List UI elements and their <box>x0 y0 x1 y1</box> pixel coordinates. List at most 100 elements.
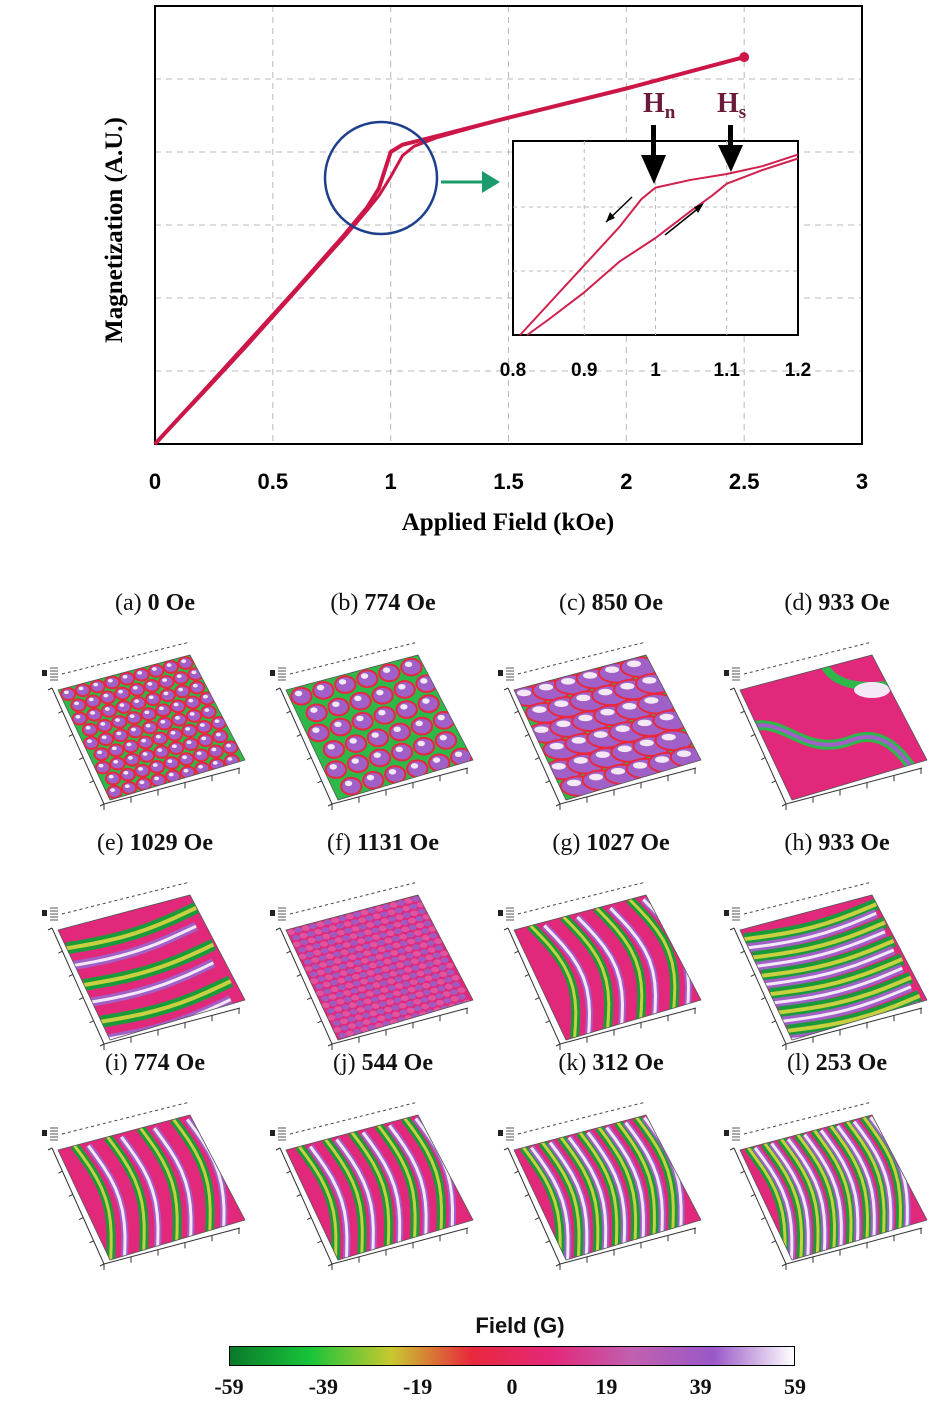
panel-field: 1027 Oe <box>586 830 670 856</box>
domain-surface-plot <box>498 641 702 810</box>
domain-panel: (k) 312 Oe <box>496 1050 726 1295</box>
domain-surface-plot <box>270 881 474 1050</box>
colorbar-tick-label: 19 <box>595 1374 618 1399</box>
domain-panel: (l) 253 Oe <box>722 1050 929 1295</box>
hs-label: Hs <box>717 88 746 123</box>
panel-field: 774 Oe <box>133 1050 205 1076</box>
panel-letter: (j) <box>333 1050 362 1076</box>
x-tick-label: 0.5 <box>258 469 289 494</box>
panel-field: 933 Oe <box>818 590 890 616</box>
domain-surface-plot <box>498 1101 702 1270</box>
panel-field: 312 Oe <box>592 1050 664 1076</box>
x-tick-labels: 0 0.5 1 1.5 2 2.5 3 <box>149 469 868 494</box>
hn-annotation: Hn <box>641 88 676 184</box>
panel-label: (h) 933 Oe <box>722 830 929 857</box>
panel-field: 1131 Oe <box>356 830 439 856</box>
panel-field: 0 Oe <box>147 590 195 616</box>
panel-letter: (b) <box>330 590 365 616</box>
panel-letter: (d) <box>784 590 819 616</box>
chart-gridlines <box>155 6 862 444</box>
domain-surface <box>286 895 473 1040</box>
colorbar <box>229 1346 795 1366</box>
domain-surface <box>514 895 701 1040</box>
domain-panel: (b) 774 Oe <box>268 590 498 835</box>
panel-label: (a) 0 Oe <box>40 590 270 617</box>
panel-letter: (l) <box>787 1050 816 1076</box>
colorbar-tick-label: -59 <box>214 1374 244 1399</box>
panel-label: (j) 544 Oe <box>268 1050 498 1077</box>
panel-field: 253 Oe <box>815 1050 887 1076</box>
domain-panel: (a) 0 Oe <box>40 590 270 835</box>
inset-x-tick-label: 1.1 <box>714 360 741 381</box>
plot-frame <box>154 5 863 445</box>
y-axis-label: Magnetization (A.U.) <box>101 117 128 343</box>
domain-surface <box>740 895 927 1040</box>
panel-label: (k) 312 Oe <box>496 1050 726 1077</box>
axis-decoration <box>498 1101 697 1270</box>
domain-panel: (j) 544 Oe <box>268 1050 498 1295</box>
domain-panel: (h) 933 Oe <box>722 830 929 1075</box>
panel-label: (c) 850 Oe <box>496 590 726 617</box>
panel-letter: (h) <box>784 830 819 856</box>
panel-label: (g) 1027 Oe <box>496 830 726 857</box>
axis-decoration <box>724 641 923 810</box>
main-series-group <box>153 52 750 446</box>
domain-panel: (c) 850 Oe <box>496 590 726 835</box>
domain-panel: (f) 1131 Oe <box>268 830 498 1075</box>
panel-letter: (c) <box>559 590 592 616</box>
domain-panel: (g) 1027 Oe <box>496 830 726 1075</box>
panel-letter: (i) <box>105 1050 134 1076</box>
domain-surface <box>740 655 927 800</box>
x-tick-label: 2 <box>620 469 632 494</box>
domain-surface <box>58 895 245 1040</box>
axis-decoration <box>42 881 241 1050</box>
inset-x-tick-labels: 0.8 0.9 1 1.1 1.2 <box>500 360 811 381</box>
axis-decoration <box>498 641 697 810</box>
inset-curve-2 <box>526 157 799 336</box>
panel-field: 544 Oe <box>361 1050 433 1076</box>
domain-surface-plot <box>270 641 474 810</box>
axis-decoration <box>42 641 241 810</box>
domain-surface-plot <box>724 881 928 1050</box>
panel-field: 1029 Oe <box>129 830 213 856</box>
domain-panel: (d) 933 Oe <box>722 590 929 835</box>
x-tick-label: 1 <box>385 469 397 494</box>
inset-direction-arrows <box>605 196 704 236</box>
panel-label: (d) 933 Oe <box>722 590 929 617</box>
axis-decoration <box>270 641 469 810</box>
domain-surface <box>514 1115 701 1260</box>
x-tick-label: 3 <box>856 469 868 494</box>
domain-surface-plot <box>724 1101 928 1270</box>
domain-surface-plot <box>724 641 928 810</box>
inset-x-tick-label: 0.8 <box>500 360 526 381</box>
domain-surface <box>58 1115 245 1260</box>
domain-surface-plot <box>42 641 246 810</box>
domain-surface-plot <box>42 881 246 1050</box>
hs-annotation: Hs <box>717 88 746 172</box>
inset-x-tick-label: 0.9 <box>571 360 597 381</box>
colorbar-tick-label: -19 <box>402 1374 433 1399</box>
colorbar-tick-label: 0 <box>506 1374 518 1399</box>
panel-field: 774 Oe <box>364 590 436 616</box>
domain-surface <box>58 655 245 800</box>
axis-decoration <box>42 1101 241 1270</box>
domain-surface-plot <box>498 881 702 1050</box>
hn-label: Hn <box>643 88 676 123</box>
panel-label: (e) 1029 Oe <box>40 830 270 857</box>
x-tick-label: 1.5 <box>493 469 524 494</box>
colorbar-title: Field (G) <box>475 1313 565 1338</box>
panel-label: (i) 774 Oe <box>40 1050 270 1077</box>
axis-decoration <box>724 1101 923 1270</box>
panel-field: 933 Oe <box>818 830 890 856</box>
domain-surface <box>514 655 701 800</box>
domain-surface <box>286 655 473 800</box>
magnetization-chart: 0 0.5 1 1.5 2 2.5 3 Applied Field (kOe) Magnet… <box>101 5 868 536</box>
panel-field: 850 Oe <box>591 590 663 616</box>
inset-x-tick-label: 1 <box>650 360 661 381</box>
zoom-arrow <box>441 171 500 193</box>
domain-surface <box>740 1115 927 1260</box>
zoom-region-circle <box>323 120 439 236</box>
curve-endpoint <box>739 52 750 63</box>
inset-series-group <box>519 153 799 336</box>
x-tick-label: 2.5 <box>729 469 760 494</box>
